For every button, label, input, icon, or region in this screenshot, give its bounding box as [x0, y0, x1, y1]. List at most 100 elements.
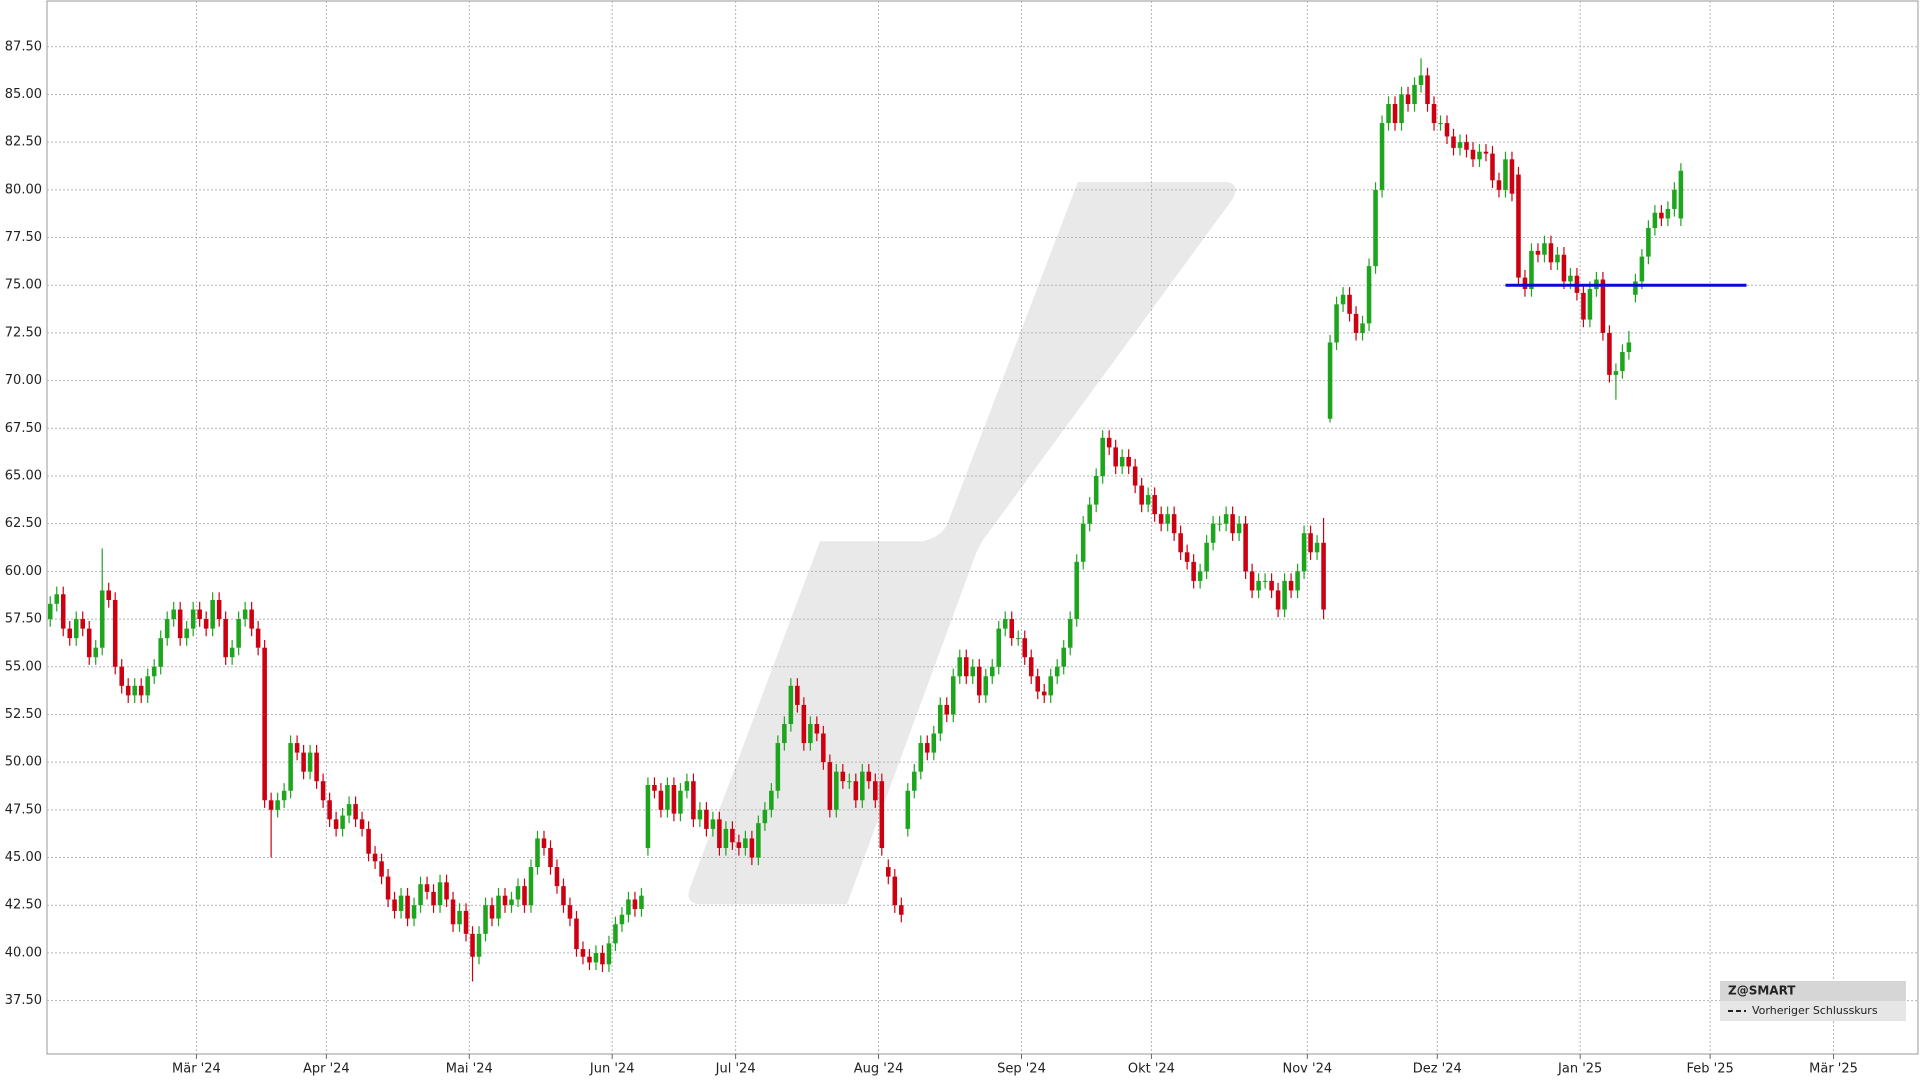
candle-body: [372, 853, 378, 862]
candle-body: [671, 785, 677, 814]
candle-body: [775, 743, 781, 791]
candle-body: [678, 790, 683, 814]
candle-body: [489, 905, 495, 919]
candle-body: [587, 956, 592, 963]
candle-body: [301, 752, 306, 772]
candle-body: [1041, 691, 1047, 696]
candle-body: [639, 895, 644, 910]
candle-body: [1262, 580, 1268, 582]
candle-body: [1509, 159, 1515, 194]
candle-body: [1022, 638, 1028, 658]
candle-body: [1568, 275, 1573, 282]
candle-body: [1217, 523, 1222, 525]
y-tick-label: 85.00: [5, 87, 42, 102]
candle-body: [1496, 180, 1502, 190]
candle-body: [1548, 243, 1554, 263]
candle-body: [444, 882, 449, 900]
candle-body: [1080, 523, 1086, 562]
candle-body: [216, 599, 222, 620]
candle-body: [1665, 208, 1671, 219]
candle-body: [1087, 504, 1092, 524]
y-tick-label: 80.00: [5, 182, 42, 197]
candle-body: [782, 723, 787, 744]
candle-body: [567, 905, 573, 919]
candle-body: [73, 619, 79, 639]
candle-body: [476, 933, 482, 957]
candle-body: [164, 619, 170, 639]
candle-body: [704, 809, 709, 829]
candle-body: [749, 838, 755, 858]
x-tick-label: Jun '24: [589, 1062, 635, 1077]
candle-body: [886, 867, 891, 877]
candle-body: [1145, 495, 1151, 505]
x-tick-label: Mai '24: [446, 1062, 493, 1077]
candle-body: [392, 899, 397, 911]
candle-body: [210, 599, 215, 629]
candle-body: [1490, 153, 1495, 181]
candle-body: [1620, 352, 1625, 372]
candle-body: [1483, 151, 1489, 154]
y-tick-label: 52.50: [5, 707, 42, 722]
candle-body: [1373, 189, 1378, 267]
candle-body: [989, 666, 995, 677]
candle-body: [1405, 94, 1411, 105]
candle-body: [574, 918, 579, 950]
candle-body: [736, 842, 742, 848]
candle-body: [1165, 514, 1170, 524]
candle-body: [795, 685, 800, 705]
candle-body: [1139, 485, 1144, 505]
candle-body: [697, 809, 703, 820]
candle-body: [509, 899, 514, 906]
candle-body: [359, 819, 365, 829]
y-tick-label: 57.50: [5, 612, 42, 627]
candle-body: [1672, 189, 1677, 209]
candle-body: [892, 876, 898, 906]
candle-body: [268, 800, 274, 810]
candle-body: [1113, 447, 1118, 467]
candle-body: [405, 895, 410, 919]
y-tick-label: 55.00: [5, 659, 42, 674]
candle-body: [1516, 174, 1521, 278]
candle-body: [1171, 514, 1177, 534]
candle-body: [684, 781, 690, 791]
candle-body: [762, 809, 768, 824]
candle-body: [1197, 571, 1203, 581]
candle-body: [1249, 571, 1255, 591]
candle-body: [145, 676, 150, 696]
y-tick-label: 47.50: [5, 802, 42, 817]
candle-body: [1184, 552, 1190, 562]
candle-body: [1444, 123, 1450, 137]
y-tick-label: 67.50: [5, 421, 42, 436]
candle-body: [184, 628, 189, 639]
candle-body: [1477, 151, 1482, 160]
candle-body: [1074, 561, 1079, 620]
candle-body: [1119, 456, 1125, 467]
candle-body: [431, 891, 436, 906]
y-tick-label: 37.50: [5, 993, 42, 1008]
candle-body: [1028, 657, 1034, 677]
candle-body: [346, 804, 352, 816]
legend-header: [1720, 981, 1906, 1001]
candle-body: [853, 781, 859, 801]
x-tick-label: Okt '24: [1128, 1062, 1175, 1077]
candle-body: [1002, 619, 1008, 629]
candle-body: [99, 590, 105, 648]
legend: Z@SMART Vorheriger Schlusskurs: [1720, 981, 1906, 1021]
candle-body: [717, 819, 722, 848]
y-tick-label: 87.50: [5, 39, 42, 54]
candle-body: [418, 884, 423, 906]
candle-body: [652, 785, 657, 791]
candle-body: [327, 800, 332, 820]
candle-body: [937, 704, 943, 734]
candle-body: [366, 828, 371, 854]
candle-body: [255, 628, 261, 648]
candle-body: [203, 619, 209, 629]
candle-body: [1314, 542, 1320, 553]
x-tick-label: Apr '24: [303, 1062, 350, 1077]
candle-body: [307, 752, 313, 772]
candle-body: [866, 771, 872, 782]
candle-body: [1646, 228, 1651, 257]
candle-body: [1425, 75, 1430, 105]
candle-body: [229, 647, 235, 658]
